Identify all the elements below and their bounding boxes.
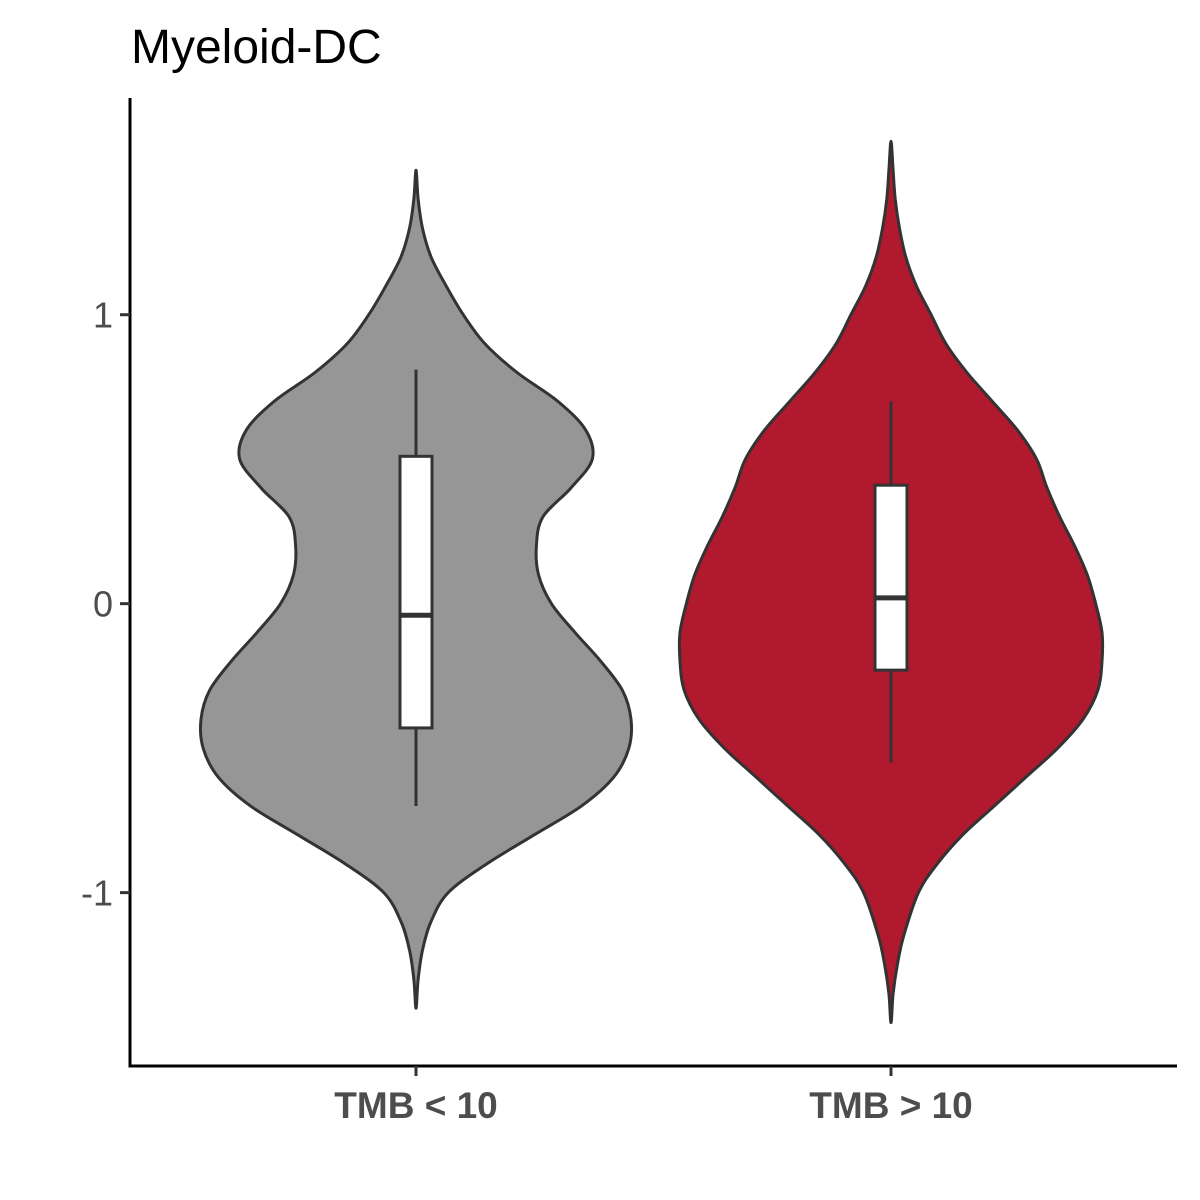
y-tick-label: 0 xyxy=(93,584,113,625)
box-tmb-high xyxy=(873,483,909,672)
x-ticks-layer: TMB < 10 TMB > 10 xyxy=(334,1066,973,1126)
boxes-layer xyxy=(398,369,909,806)
y-ticks-layer: 1 0 -1 xyxy=(81,295,130,914)
chart-title: Myeloid-DC xyxy=(131,21,382,74)
box-tmb-low xyxy=(398,454,434,730)
x-tick-label: TMB < 10 xyxy=(334,1085,497,1126)
violins-layer xyxy=(198,139,1105,1025)
axes-layer xyxy=(128,98,1177,1068)
y-tick-label: -1 xyxy=(81,873,113,914)
x-tick-label: TMB > 10 xyxy=(809,1085,972,1126)
y-tick-label: 1 xyxy=(93,295,113,336)
